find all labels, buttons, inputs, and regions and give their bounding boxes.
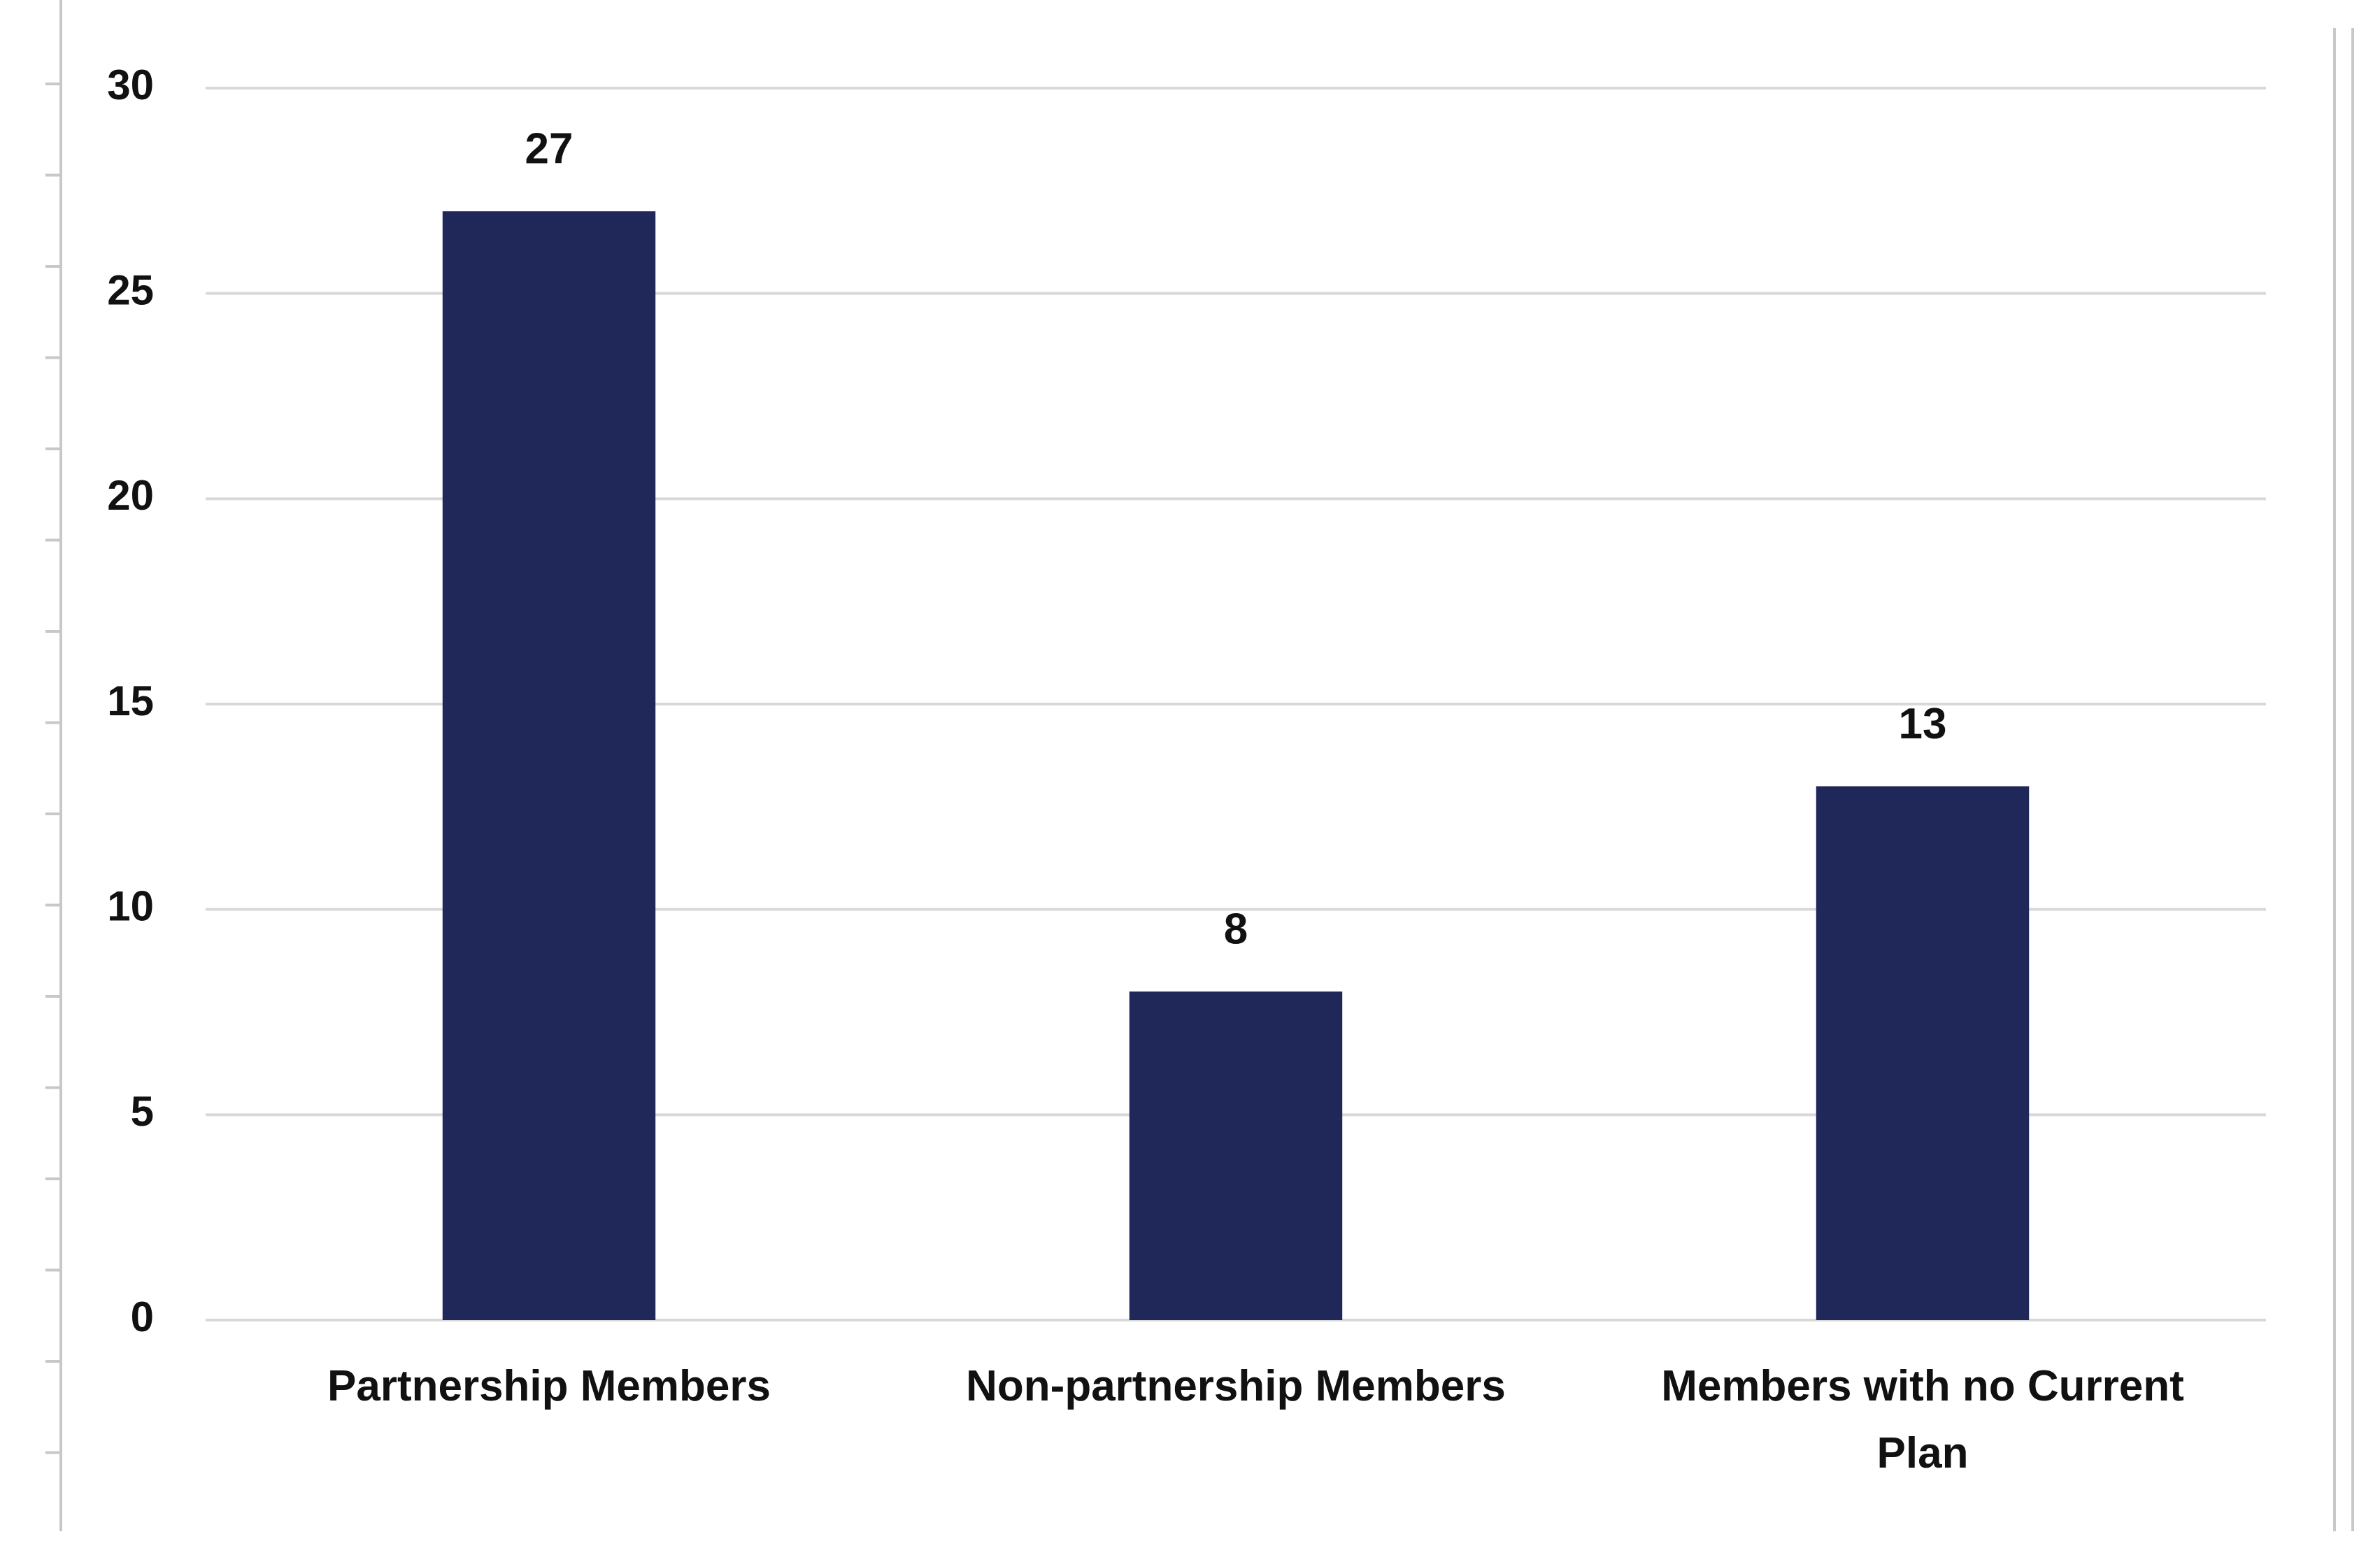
- x-tick-label-box: Partnership Members: [327, 1362, 771, 1410]
- sheet-frame: [59, 0, 2354, 1531]
- data-label: 13: [1899, 700, 1947, 748]
- x-tick-label-box: Non-partnership Members: [966, 1362, 1506, 1410]
- x-tick-label: Partnership Members: [327, 1362, 771, 1410]
- y-tick-label: 20: [107, 472, 154, 519]
- x-tick-label: Members with no Current Plan: [1661, 1362, 2184, 1477]
- sheet-row-lines: [45, 83, 61, 1454]
- y-tick-label: 5: [131, 1088, 154, 1135]
- data-label: 8: [1224, 905, 1248, 954]
- x-tick-label-box: Members with no Current Plan: [1661, 1362, 2184, 1477]
- y-tick-label: 30: [107, 62, 154, 108]
- bar: [1129, 991, 1343, 1320]
- x-tick-label: Non-partnership Members: [966, 1362, 1506, 1410]
- y-tick-label: 25: [107, 267, 154, 314]
- data-label: 27: [525, 125, 573, 173]
- y-tick-label: 10: [107, 883, 154, 930]
- y-tick-label: 0: [131, 1294, 154, 1340]
- y-tick-label: 15: [107, 678, 154, 724]
- bar: [442, 211, 656, 1321]
- bar: [1816, 786, 2030, 1320]
